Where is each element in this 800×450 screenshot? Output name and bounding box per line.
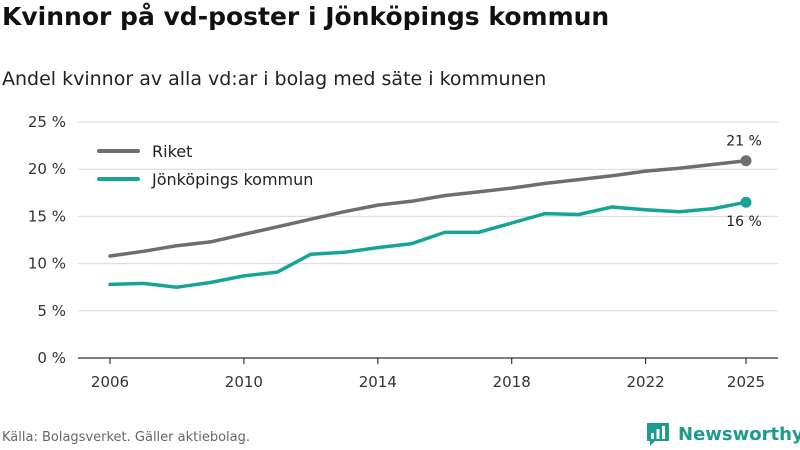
series-line-riket (108, 158, 748, 258)
x-tick-label: 2018 (493, 373, 531, 391)
brand-name: Newsworthy (678, 423, 800, 445)
end-point-kommun (740, 196, 752, 208)
y-tick-label: 5 % (37, 302, 66, 320)
chart-subtitle: Andel kvinnor av alla vd:ar i bolag med … (2, 68, 547, 90)
x-tick-label: 2010 (225, 373, 263, 391)
x-tick-label: 2025 (727, 373, 765, 391)
line-chart: 0 % 5 % 10 % 15 % 20 % 25 % 2006 2010 2014 2018 20… (28, 113, 778, 391)
x-tick-label: 2006 (91, 373, 129, 391)
legend-label-kommun: Jönköpings kommun (151, 170, 313, 189)
bar-chart-speech-icon (647, 423, 669, 446)
source-note: Källa: Bolagsverket. Gäller aktiebolag. (2, 430, 251, 445)
y-tick-label: 15 % (28, 207, 66, 225)
legend-label-riket: Riket (152, 142, 192, 161)
x-tick-label: 2014 (359, 373, 397, 391)
end-point-riket (740, 155, 752, 167)
series-line-kommun (108, 200, 748, 289)
end-label-riket: 21 % (726, 134, 762, 150)
end-label-kommun: 16 % (726, 214, 762, 230)
x-tick-label: 2022 (626, 373, 664, 391)
y-tick-label: 20 % (28, 160, 66, 178)
brand-logo[interactable]: Newsworthy (644, 420, 800, 448)
y-tick-label: 25 % (28, 113, 66, 131)
y-tick-label: 0 % (37, 349, 66, 367)
y-tick-label: 10 % (28, 255, 66, 273)
chart-title: Kvinnor på vd-poster i Jönköpings kommun (2, 2, 610, 31)
